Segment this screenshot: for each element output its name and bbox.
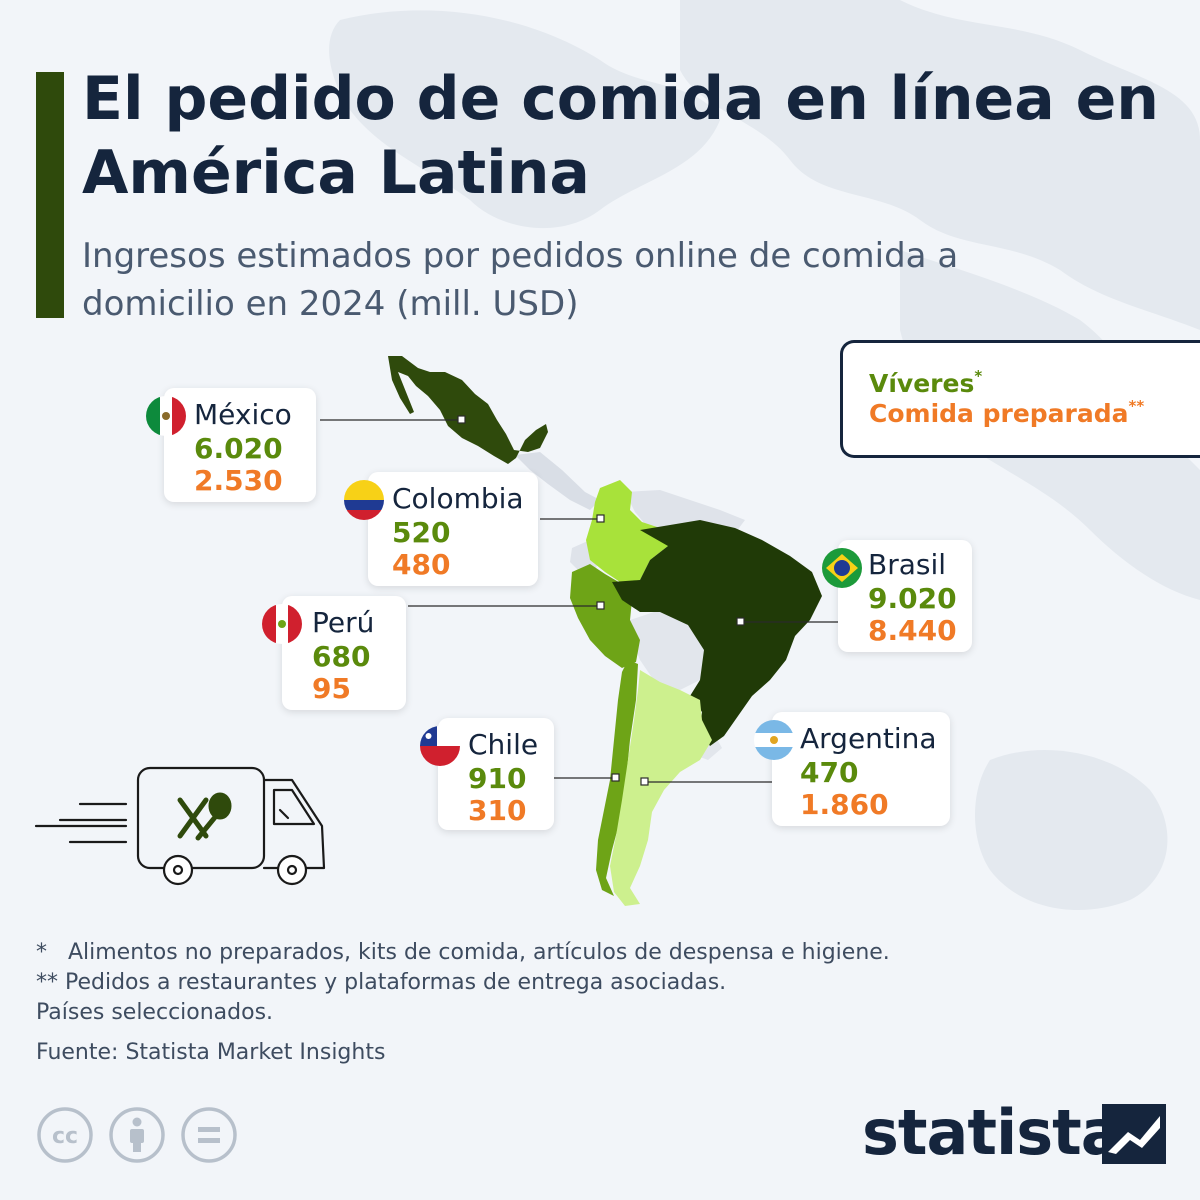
colombia-flag-icon: [344, 480, 384, 520]
chile-flag-icon: [420, 726, 460, 766]
legend: Víveres* Comida preparada**: [840, 340, 1200, 458]
map-argentina: [610, 670, 712, 906]
central-america-shape: [515, 452, 600, 510]
nd-icon: [181, 1107, 237, 1163]
country-name: Perú: [312, 606, 375, 639]
argentina-flag-icon: [754, 720, 794, 760]
statista-wordmark: statista: [862, 1096, 1123, 1169]
license-icons: cc: [37, 1107, 237, 1163]
map-colombia: [586, 480, 668, 596]
map-mexico: [388, 356, 548, 464]
title-accent-bar: [36, 72, 64, 318]
mexico-flag-icon: [146, 396, 186, 436]
country-card-mexico: México 6.020 2.530: [146, 388, 316, 502]
value-prepared: 480: [392, 548, 451, 581]
country-card-argentina: Argentina 470 1.860: [754, 712, 950, 826]
value-groceries: 9.020: [868, 582, 957, 615]
footnote-prepared: ** Pedidos a restaurantes y plataformas …: [36, 970, 727, 995]
value-groceries: 910: [468, 762, 527, 795]
country-card-chile: Chile 910 310: [420, 718, 554, 830]
value-prepared: 310: [468, 794, 527, 827]
footnotes: * Alimentos no preparados, kits de comid…: [36, 938, 1136, 1028]
value-groceries: 680: [312, 640, 371, 673]
value-prepared: 2.530: [194, 464, 283, 497]
bolivia-shape: [630, 610, 705, 690]
peru-flag-icon: [262, 604, 302, 644]
country-name: Brasil: [868, 548, 947, 581]
country-card-brazil: Brasil 9.020 8.440: [822, 540, 972, 652]
svg-text:cc: cc: [52, 1124, 78, 1149]
country-name: Argentina: [800, 722, 937, 755]
page-subtitle: Ingresos estimados por pedidos online de…: [82, 236, 959, 324]
value-prepared: 8.440: [868, 614, 957, 647]
value-groceries: 520: [392, 516, 451, 549]
cc-icon: [37, 1107, 93, 1163]
legend-groceries: Víveres*: [869, 367, 983, 398]
legend-prepared: Comida preparada**: [869, 397, 1145, 428]
brazil-flag-icon: [822, 548, 862, 588]
footnote-selection: Países seleccionados.: [36, 1000, 274, 1025]
source-note: Fuente: Statista Market Insights: [36, 1040, 386, 1065]
country-name: México: [194, 398, 292, 431]
value-groceries: 470: [800, 756, 859, 789]
country-card-colombia: Colombia 520 480: [344, 472, 538, 586]
country-name: Colombia: [392, 482, 524, 515]
statista-logo-icon: [1102, 1104, 1166, 1164]
country-name: Chile: [468, 728, 539, 761]
footnote-groceries: * Alimentos no preparados, kits de comid…: [36, 940, 890, 965]
value-prepared: 95: [312, 672, 351, 705]
delivery-truck-icon: [34, 766, 326, 886]
value-groceries: 6.020: [194, 432, 283, 465]
value-prepared: 1.860: [800, 788, 889, 821]
country-card-peru: Perú 680 95: [262, 596, 406, 710]
by-icon: [109, 1107, 165, 1163]
map-brazil: [612, 520, 822, 746]
page-title: El pedido de comida en línea en América …: [82, 64, 1160, 208]
